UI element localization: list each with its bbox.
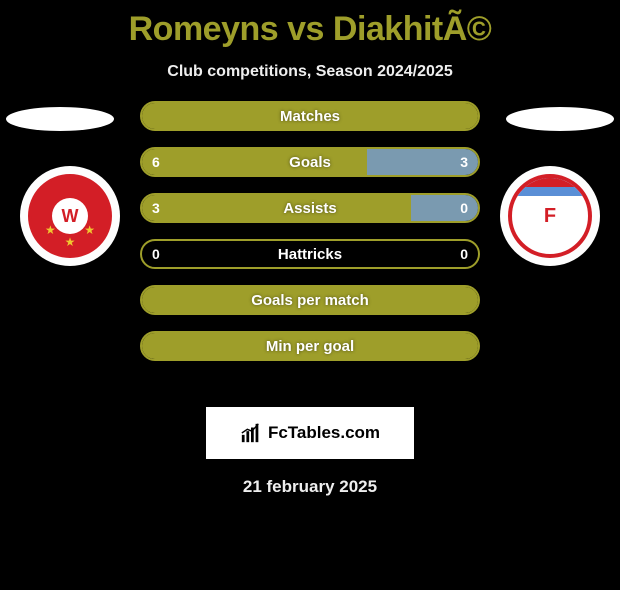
bar-label: Assists	[142, 195, 478, 221]
bar-label: Min per goal	[142, 333, 478, 359]
club-badge-right-inner: F	[508, 174, 592, 258]
player-name-bg-right	[506, 107, 614, 131]
stat-bar: 00Hattricks	[140, 239, 480, 269]
club-badge-left-inner: W ★ ★ ★	[28, 174, 112, 258]
star-icon: ★	[45, 223, 56, 237]
comparison-area: W ★ ★ ★ F Matches 63Goals 30Assists 00Hattr…	[0, 101, 620, 401]
club-badge-left: W ★ ★ ★	[20, 166, 120, 266]
stat-bar: Goals per match	[140, 285, 480, 315]
club-badge-right: F	[500, 166, 600, 266]
page-title: Romeyns vs DiakhitÃ©	[0, 10, 620, 49]
bar-label: Goals per match	[142, 287, 478, 313]
bar-label: Goals	[142, 149, 478, 175]
stat-bar: 63Goals	[140, 147, 480, 177]
bar-label: Matches	[142, 103, 478, 129]
badge-right-stripe-red	[512, 178, 588, 187]
club-badge-left-mono: W	[52, 198, 88, 234]
stat-bar: Matches	[140, 101, 480, 131]
chart-icon	[240, 422, 262, 444]
stat-bars: Matches 63Goals 30Assists 00Hattricks Goals …	[140, 101, 480, 377]
date-text: 21 february 2025	[0, 477, 620, 497]
stat-bar: 30Assists	[140, 193, 480, 223]
club-badge-right-mono: F	[544, 205, 556, 228]
stat-bar: Min per goal	[140, 331, 480, 361]
brand-text: FcTables.com	[268, 423, 380, 443]
subtitle: Club competitions, Season 2024/2025	[0, 63, 620, 81]
bar-label: Hattricks	[142, 241, 478, 267]
star-icon: ★	[84, 223, 95, 237]
player-name-bg-left	[6, 107, 114, 131]
star-icon: ★	[65, 235, 76, 249]
brand-box[interactable]: FcTables.com	[206, 407, 414, 459]
